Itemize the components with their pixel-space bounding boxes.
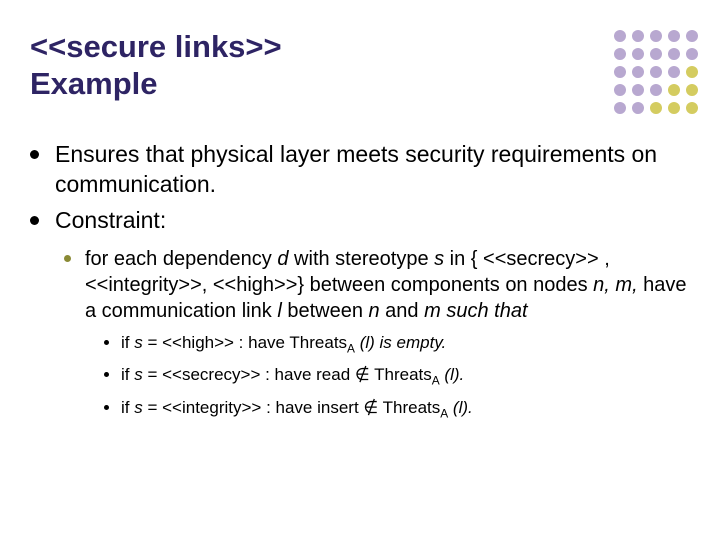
corner-dots-decoration	[614, 30, 700, 116]
decor-dot	[650, 84, 662, 96]
decor-dot	[668, 48, 680, 60]
decor-dot	[614, 66, 626, 78]
decor-dot	[632, 30, 644, 42]
bullet-icon	[104, 340, 109, 345]
sub-sub-bullet-text: if s = <<secrecy>> : have read ∉ Threats…	[121, 364, 464, 388]
decor-dot	[668, 102, 680, 114]
bullet-icon	[104, 405, 109, 410]
sub-bullet-item: for each dependency d with stereotype s …	[64, 246, 690, 324]
decor-dot	[686, 30, 698, 42]
sub-bullet-text: for each dependency d with stereotype s …	[85, 246, 690, 324]
decor-dot	[686, 66, 698, 78]
decor-dot	[650, 30, 662, 42]
sub-sub-bullet-text: if s = <<integrity>> : have insert ∉ Thr…	[121, 397, 473, 421]
decor-dot	[632, 48, 644, 60]
decor-dot	[614, 48, 626, 60]
title-line-2: Example	[30, 66, 158, 101]
sub-sub-bullet-text: if s = <<high>> : have ThreatsA (l) is e…	[121, 332, 446, 356]
bullet-icon	[30, 216, 39, 225]
bullet-item: Ensures that physical layer meets securi…	[30, 140, 690, 200]
slide-title: <<secure links>> Example	[30, 28, 282, 102]
decor-dot	[650, 48, 662, 60]
sub-sub-bullet-item: if s = <<high>> : have ThreatsA (l) is e…	[104, 332, 690, 356]
decor-dot	[668, 66, 680, 78]
decor-dot	[668, 30, 680, 42]
decor-dot	[650, 102, 662, 114]
decor-dot	[686, 84, 698, 96]
bullet-item: Constraint:	[30, 206, 690, 236]
decor-dot	[614, 84, 626, 96]
title-line-1: <<secure links>>	[30, 29, 282, 64]
sub-sub-bullet-item: if s = <<integrity>> : have insert ∉ Thr…	[104, 397, 690, 421]
decor-dot	[632, 102, 644, 114]
decor-dot	[686, 48, 698, 60]
sub-sub-bullet-item: if s = <<secrecy>> : have read ∉ Threats…	[104, 364, 690, 388]
decor-dot	[650, 66, 662, 78]
decor-dot	[632, 84, 644, 96]
bullet-icon	[104, 372, 109, 377]
bullet-text: Constraint:	[55, 206, 166, 236]
bullet-icon	[30, 150, 39, 159]
slide-body: Ensures that physical layer meets securi…	[30, 140, 690, 421]
decor-dot	[686, 102, 698, 114]
decor-dot	[632, 66, 644, 78]
decor-dot	[668, 84, 680, 96]
bullet-text: Ensures that physical layer meets securi…	[55, 140, 690, 200]
decor-dot	[614, 30, 626, 42]
decor-dot	[614, 102, 626, 114]
bullet-icon	[64, 255, 71, 262]
